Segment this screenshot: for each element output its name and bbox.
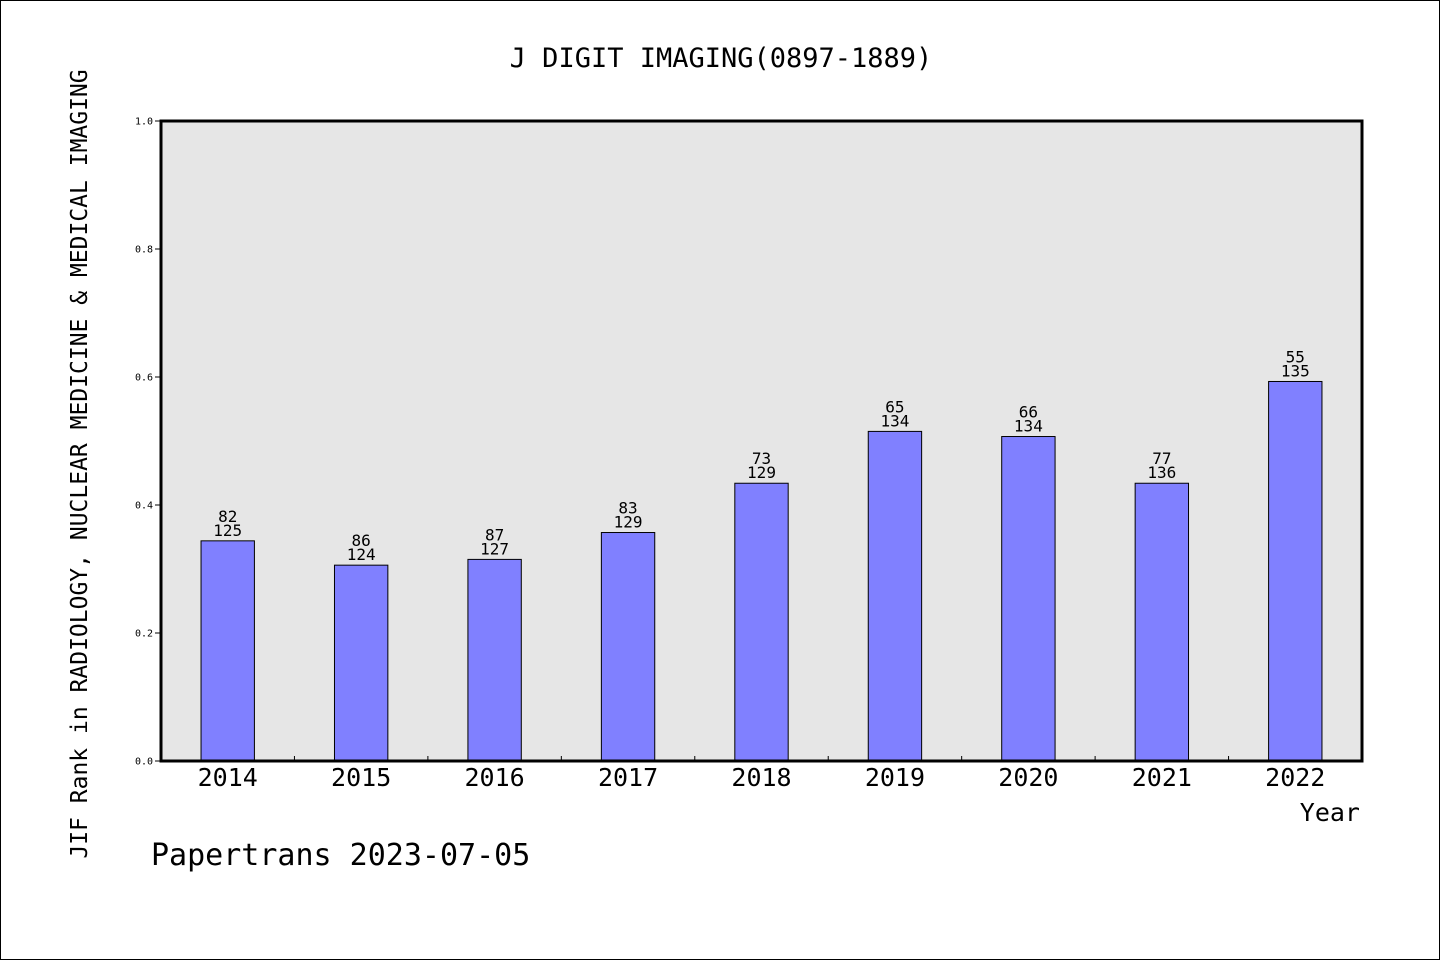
bar-rank-label: 73 — [752, 449, 771, 468]
bar — [1134, 482, 1190, 762]
bar-total-label: 127 — [480, 539, 509, 558]
credit-text: Papertrans 2023-07-05 — [151, 838, 530, 873]
x-tick-label: 2016 — [465, 763, 525, 792]
bar-total-label: 135 — [1281, 361, 1310, 380]
bar-rank-label: 83 — [618, 499, 637, 518]
bar-total-label: 124 — [347, 545, 376, 564]
x-axis: 2014 2015 2016 2017 2018 2019 2020 2021 2022 — [198, 756, 1325, 792]
bar-total-label: 134 — [880, 411, 909, 430]
y-tick-label: 0.0 — [135, 757, 153, 768]
bar-rank-label: 55 — [1286, 347, 1305, 366]
bar — [867, 430, 923, 762]
x-tick-label: 2017 — [598, 763, 658, 792]
x-tick-label: 2019 — [865, 763, 925, 792]
bar-total-label: 134 — [1014, 417, 1043, 436]
bar — [1001, 436, 1056, 762]
y-tick-label: 0.4 — [135, 501, 153, 512]
x-tick-label: 2021 — [1132, 763, 1192, 792]
x-tick-label: 2018 — [731, 763, 791, 792]
y-tick-label: 0.6 — [135, 373, 153, 384]
bar — [333, 564, 389, 762]
bar — [467, 558, 522, 762]
x-tick-label: 2014 — [198, 763, 258, 792]
y-axis-label: JIF Rank in RADIOLOGY, NUCLEAR MEDICINE … — [67, 69, 93, 858]
x-tick-label: 2015 — [331, 763, 391, 792]
y-tick-label: 1.0 — [135, 117, 153, 128]
y-axis: 0.0 0.2 0.4 0.6 0.8 1.0 — [135, 117, 161, 768]
bar-total-label: 129 — [747, 463, 776, 482]
bar — [1268, 380, 1323, 762]
bar-rank-label: 65 — [885, 397, 904, 416]
bars-group — [200, 380, 1323, 762]
y-tick-label: 0.8 — [135, 245, 153, 256]
y-tick-label: 0.2 — [135, 629, 153, 640]
bar — [734, 482, 789, 762]
bar-total-label: 125 — [213, 521, 242, 540]
bar-rank-label: 77 — [1152, 449, 1171, 468]
x-tick-label: 2020 — [998, 763, 1058, 792]
bar — [600, 532, 656, 762]
x-axis-label: Year — [1300, 798, 1360, 827]
bar-rank-label: 82 — [218, 507, 237, 526]
bar-rank-label: 66 — [1019, 403, 1038, 422]
chart-title: J DIGIT IMAGING(0897-1889) — [510, 43, 933, 74]
bar-rank-label: 87 — [485, 525, 504, 544]
bar — [200, 540, 255, 762]
bar-total-label: 136 — [1147, 463, 1176, 482]
x-tick-label: 2022 — [1265, 763, 1325, 792]
bar-rank-label: 86 — [352, 531, 371, 550]
bar-total-label: 129 — [614, 513, 643, 532]
plot-border — [159, 119, 1364, 763]
